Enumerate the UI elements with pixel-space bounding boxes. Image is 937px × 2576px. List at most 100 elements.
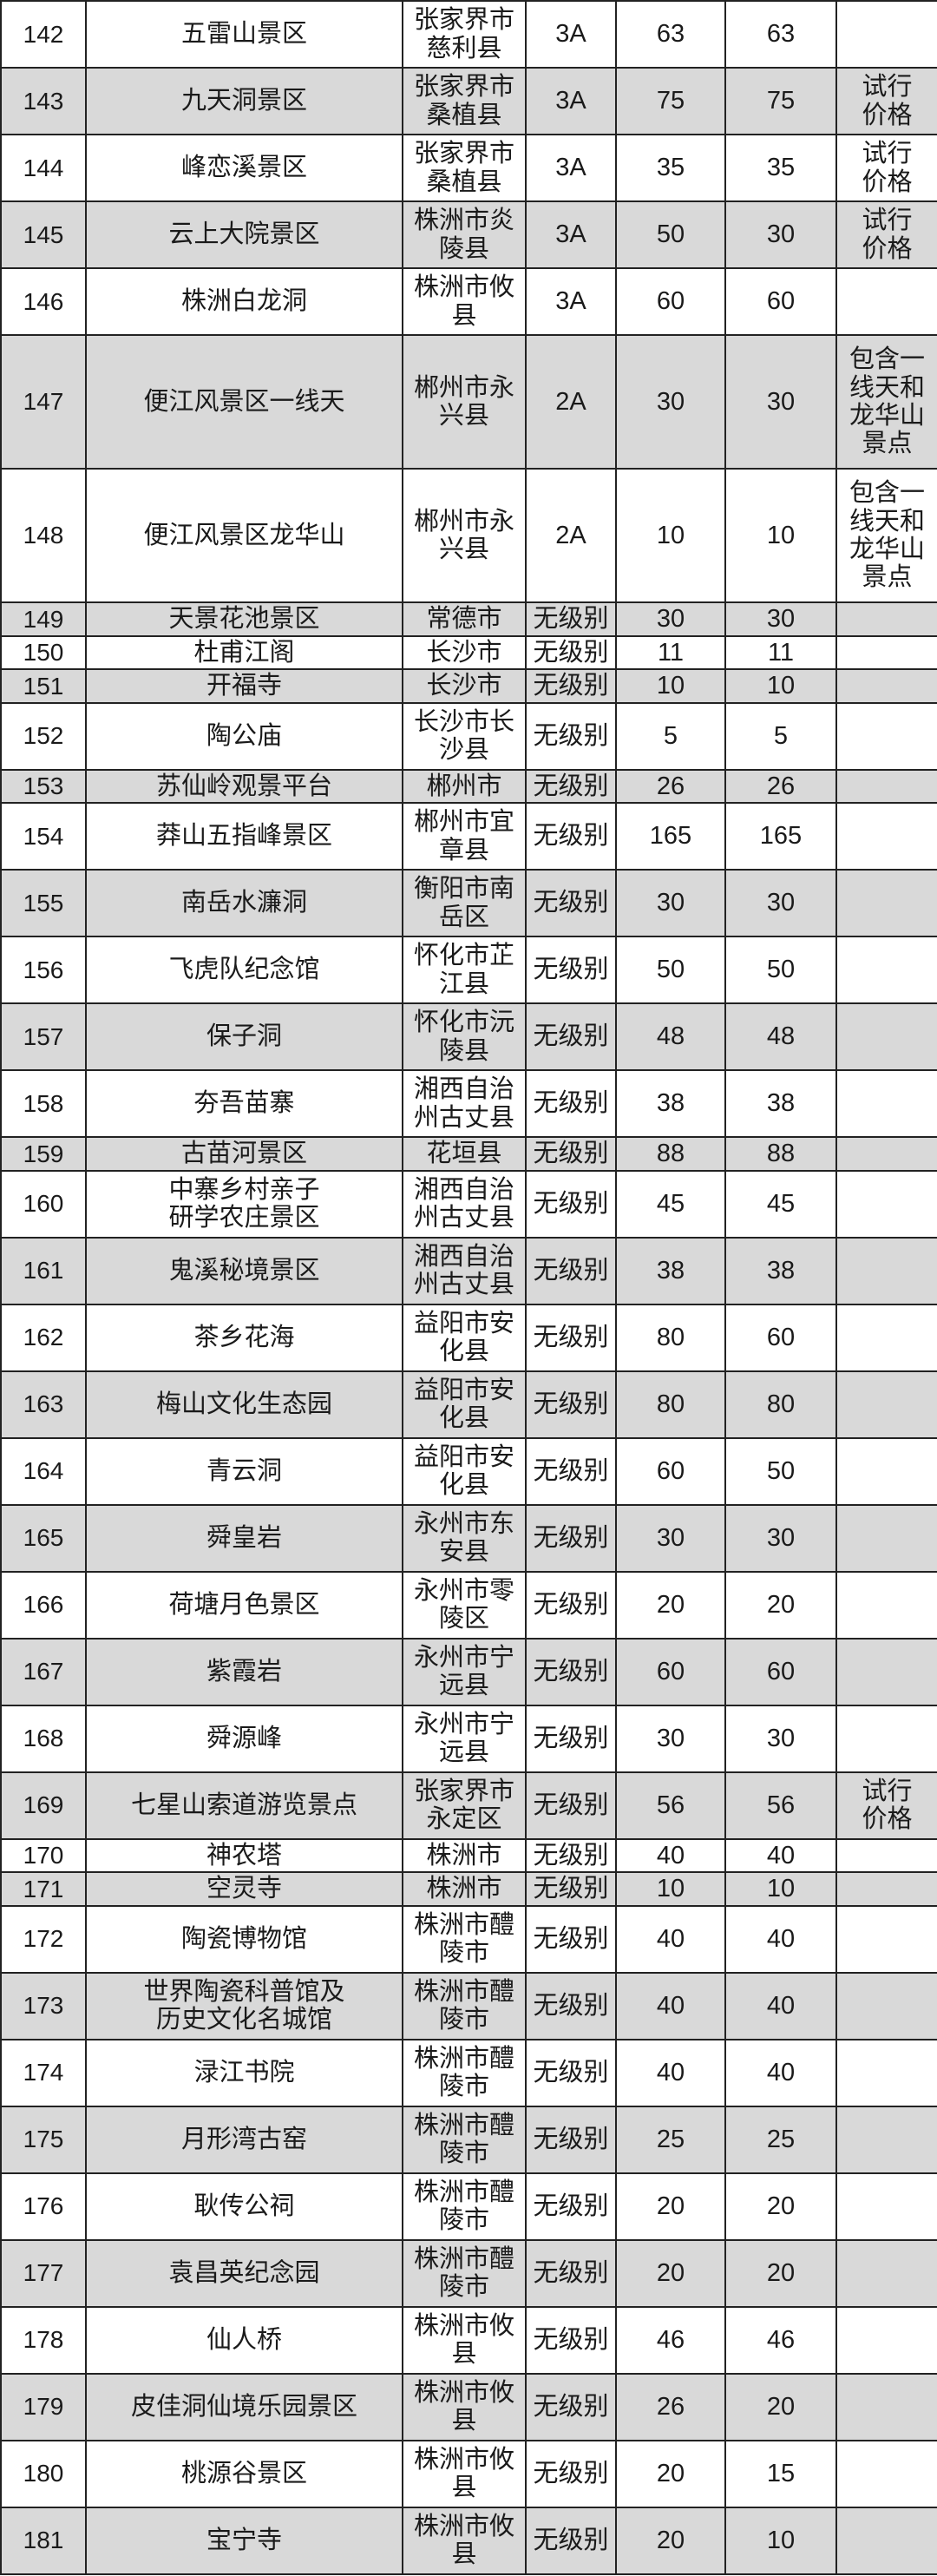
row-number-cell: 159 xyxy=(0,1136,87,1172)
scenic-spot-name-cell: 桃源谷景区 xyxy=(85,2439,403,2508)
grade-cell: 无级别 xyxy=(525,2506,617,2575)
region-cell: 怀化市沅 陵县 xyxy=(402,1002,527,1071)
price-before-cell: 45 xyxy=(615,1169,726,1239)
grade-cell: 3A xyxy=(525,67,617,135)
price-after-cell: 10 xyxy=(724,1871,837,1907)
region-cell: 株洲市炎 陵县 xyxy=(402,200,527,269)
row-number-cell: 177 xyxy=(0,2238,87,2308)
price-after-cell: 25 xyxy=(724,2105,837,2174)
grade-cell: 无级别 xyxy=(525,1771,617,1840)
price-before-cell: 38 xyxy=(615,1236,726,1305)
table-row: 146 株洲白龙洞 株洲市攸 县 3A 60 60 xyxy=(0,267,937,336)
price-after-cell: 50 xyxy=(724,1436,837,1506)
row-number-cell: 145 xyxy=(0,200,87,269)
row-number-cell: 144 xyxy=(0,134,87,202)
table-row: 156 飞虎队纪念馆 怀化市芷 江县 无级别 50 50 xyxy=(0,936,937,1004)
grade-cell: 无级别 xyxy=(525,1002,617,1071)
table-row: 175 月形湾古窑 株洲市醴 陵市 无级别 25 25 xyxy=(0,2105,937,2174)
region-cell: 张家界市 桑植县 xyxy=(402,67,527,135)
grade-cell: 无级别 xyxy=(525,1704,617,1773)
table-row: 161 鬼溪秘境景区 湘西自治 州古丈县 无级别 38 38 xyxy=(0,1236,937,1305)
table-row: 177 袁昌英纪念园 株洲市醴 陵市 无级别 20 20 xyxy=(0,2238,937,2308)
price-after-cell: 30 xyxy=(724,200,837,269)
price-after-cell: 38 xyxy=(724,1236,837,1305)
table-row: 147 便江风景区一线天 郴州市永 兴县 2A 30 30 包含一 线天和 龙华山 景点 xyxy=(0,334,937,470)
table-row: 162 茶乡花海 益阳市安 化县 无级别 80 60 xyxy=(0,1303,937,1372)
price-after-cell: 165 xyxy=(724,802,837,871)
grade-cell: 无级别 xyxy=(525,1637,617,1706)
region-cell: 株洲市攸 县 xyxy=(402,2305,527,2375)
scenic-spot-name-cell: 便江风景区一线天 xyxy=(85,334,403,470)
grade-cell: 无级别 xyxy=(525,1503,617,1573)
row-number-cell: 149 xyxy=(0,601,87,637)
table-row: 160 中寨乡村亲子 研学农庄景区 湘西自治 州古丈县 无级别 45 45 xyxy=(0,1169,937,1239)
row-number-cell: 172 xyxy=(0,1904,87,1974)
table-row: 180 桃源谷景区 株洲市攸 县无级别 20 15 xyxy=(0,2439,937,2508)
grade-cell: 无级别 xyxy=(525,936,617,1004)
region-cell: 株洲市攸 县 xyxy=(402,2372,527,2441)
row-number-cell: 157 xyxy=(0,1002,87,1071)
scenic-spot-name-cell: 青云洞 xyxy=(85,1436,403,1506)
region-cell: 株洲市攸 县 xyxy=(402,2506,527,2575)
row-number-cell: 142 xyxy=(0,0,87,69)
price-before-cell: 11 xyxy=(615,634,726,670)
grade-cell: 无级别 xyxy=(525,2105,617,2174)
price-before-cell: 5 xyxy=(615,701,726,771)
price-after-cell: 35 xyxy=(724,134,837,202)
price-before-cell: 35 xyxy=(615,134,726,202)
region-cell: 长沙市 xyxy=(402,634,527,670)
scenic-spot-name-cell: 七星山索道游览景点 xyxy=(85,1771,403,1840)
scenic-spot-name-cell: 云上大院景区 xyxy=(85,200,403,269)
table-row: 157 保子洞 怀化市沅 陵县 无级别 48 48 xyxy=(0,1002,937,1071)
region-cell: 益阳市安 化县 xyxy=(402,1370,527,1439)
region-cell: 湘西自治 州古丈县 xyxy=(402,1069,527,1138)
row-number-cell: 153 xyxy=(0,768,87,804)
region-cell: 株洲市攸 县 xyxy=(402,2439,527,2508)
price-before-cell: 26 xyxy=(615,768,726,804)
region-cell: 永州市宁 远县 xyxy=(402,1637,527,1706)
note-cell: 包含一 线天和 龙华山 景点 xyxy=(835,468,937,603)
table-row: 174 渌江书院 株洲市醴 陵市 无级别 40 40 xyxy=(0,2038,937,2107)
note-cell xyxy=(835,267,937,336)
grade-cell: 无级别 xyxy=(525,2238,617,2308)
grade-cell: 无级别 xyxy=(525,1303,617,1372)
note-cell xyxy=(835,2238,937,2308)
region-cell: 常德市 xyxy=(402,601,527,637)
row-number-cell: 171 xyxy=(0,1871,87,1907)
scenic-spot-name-cell: 渌江书院 xyxy=(85,2038,403,2107)
row-number-cell: 175 xyxy=(0,2105,87,2174)
table-row: 151 开福寺 长沙市 无级别 10 10 xyxy=(0,668,937,704)
scenic-spot-name-cell: 舜源峰 xyxy=(85,1704,403,1773)
price-after-cell: 20 xyxy=(724,1570,837,1640)
row-number-cell: 167 xyxy=(0,1637,87,1706)
note-cell xyxy=(835,802,937,871)
grade-cell: 无级别 xyxy=(525,802,617,871)
price-before-cell: 38 xyxy=(615,1069,726,1138)
scenic-spot-name-cell: 陶公庙 xyxy=(85,701,403,771)
grade-cell: 3A xyxy=(525,267,617,336)
grade-cell: 无级别 xyxy=(525,2305,617,2375)
table-row: 168 舜源峰 永州市宁 远县 无级别 30 30 xyxy=(0,1704,937,1773)
table-row: 164 青云洞 益阳市安 化县 无级别 60 50 xyxy=(0,1436,937,1506)
scenic-spot-name-cell: 峰恋溪景区 xyxy=(85,134,403,202)
price-after-cell: 20 xyxy=(724,2238,837,2308)
note-cell xyxy=(835,1871,937,1907)
grade-cell: 无级别 xyxy=(525,601,617,637)
row-number-cell: 170 xyxy=(0,1837,87,1873)
scenic-spot-name-cell: 莽山五指峰景区 xyxy=(85,802,403,871)
price-before-cell: 40 xyxy=(615,1837,726,1873)
row-number-cell: 163 xyxy=(0,1370,87,1439)
price-before-cell: 30 xyxy=(615,601,726,637)
table-row: 167 紫霞岩 永州市宁 远县 无级别 60 60 xyxy=(0,1637,937,1706)
price-after-cell: 45 xyxy=(724,1169,837,1239)
row-number-cell: 173 xyxy=(0,1971,87,2040)
table-row: 144 峰恋溪景区 张家界市 桑植县 3A 35 35 试行 价格 xyxy=(0,134,937,202)
grade-cell: 无级别 xyxy=(525,1837,617,1873)
price-after-cell: 20 xyxy=(724,2172,837,2241)
price-before-cell: 80 xyxy=(615,1303,726,1372)
region-cell: 花垣县 xyxy=(402,1136,527,1172)
grade-cell: 无级别 xyxy=(525,1570,617,1640)
region-cell: 衡阳市南 岳区 xyxy=(402,869,527,937)
row-number-cell: 160 xyxy=(0,1169,87,1239)
price-after-cell: 48 xyxy=(724,1002,837,1071)
